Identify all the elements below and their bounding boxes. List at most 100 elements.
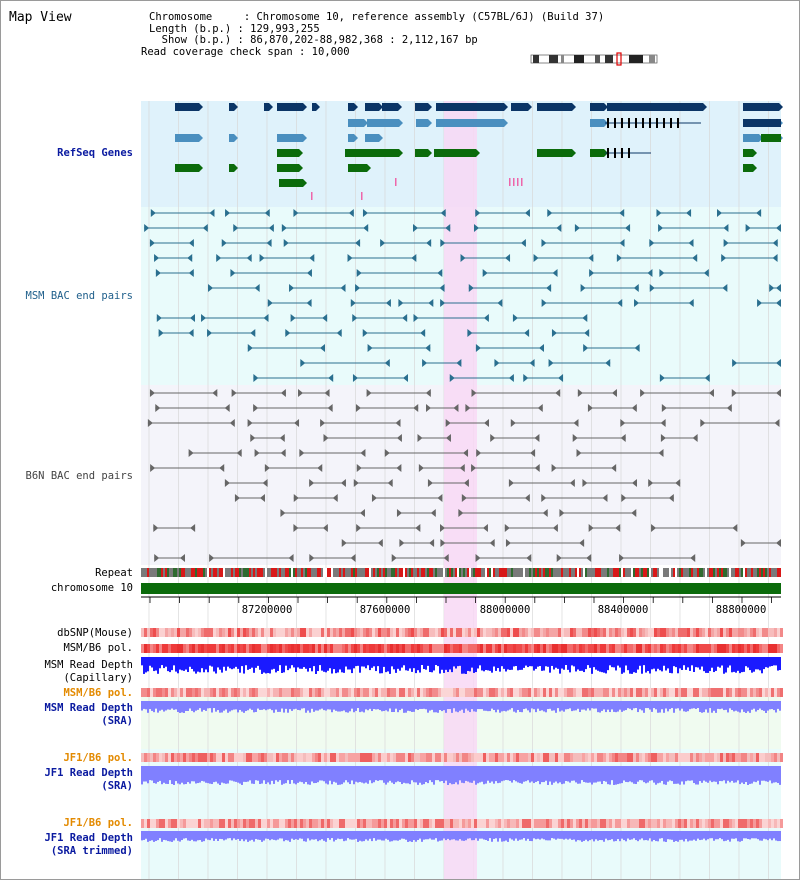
chromosome-ideogram[interactable] (530, 52, 658, 66)
depth-bar (285, 766, 287, 784)
depth-bar (519, 766, 521, 784)
jf1-sra-trimmed-depth-track[interactable] (141, 831, 781, 842)
b6n-bac-pair-end (259, 494, 265, 502)
b6n-bac-pair-end (280, 389, 286, 397)
depth-bar (477, 701, 479, 710)
heat-cell (228, 753, 231, 762)
b6n-bac-pair-end (651, 524, 657, 532)
heat-cell (420, 819, 423, 828)
heat-cell (564, 688, 567, 697)
depth-bar (287, 831, 289, 841)
depth-bar (243, 831, 245, 842)
depth-bar (489, 831, 491, 839)
depth-bar (329, 831, 331, 840)
heat-cell (597, 688, 600, 697)
heat-cell (606, 688, 609, 697)
depth-bar (381, 701, 383, 712)
depth-bar (187, 701, 189, 712)
depth-bar (427, 831, 429, 840)
depth-bar (407, 701, 409, 711)
depth-bar (277, 701, 279, 712)
gene-strand-arrow (299, 164, 303, 172)
depth-bar (715, 831, 717, 840)
msm-bac-track[interactable] (144, 209, 781, 382)
dbsnp-heat-track[interactable] (141, 628, 783, 637)
b6n-bac-pair-end (582, 479, 588, 487)
depth-bar (695, 657, 697, 668)
depth-bar (525, 701, 527, 709)
depth-bar (523, 657, 525, 668)
heat-cell (360, 819, 363, 828)
heat-cell (591, 688, 594, 697)
depth-bar (307, 766, 309, 785)
heat-cell (261, 628, 264, 637)
depth-bar (593, 831, 595, 842)
heat-cell (255, 753, 258, 762)
heat-cell (447, 819, 450, 828)
heat-cell (354, 644, 357, 653)
depth-bar (727, 831, 729, 840)
depth-bar (513, 831, 515, 841)
depth-bar (677, 766, 679, 784)
depth-bar (285, 701, 287, 709)
depth-bar (697, 701, 699, 709)
msm-capillary-depth-track[interactable] (141, 657, 781, 674)
depth-bar (571, 701, 573, 712)
gene-strand-arrow (234, 134, 238, 142)
b6n-bac-track[interactable] (147, 389, 781, 562)
jf1-sra-depth-track[interactable] (141, 766, 781, 785)
depth-bar (577, 766, 579, 784)
depth-bar (201, 701, 203, 712)
depth-bar (767, 766, 769, 782)
heat-cell (360, 644, 363, 653)
depth-bar (773, 657, 775, 666)
jf1-b6-pol-heat-track-2[interactable] (141, 819, 783, 828)
heat-cell (630, 753, 633, 762)
heat-cell (729, 819, 732, 828)
depth-bar (345, 831, 347, 841)
heat-cell (297, 688, 300, 697)
msm-sra-depth-track[interactable] (141, 701, 781, 713)
repeat-segment (157, 568, 159, 577)
show-line: Show (b.p.) : 86,870,202-88,982,368 : 2,… (149, 34, 478, 46)
heat-cell (423, 644, 426, 653)
depth-bar (557, 657, 559, 669)
depth-bar (565, 831, 567, 839)
msm-b6-pol-heat-track[interactable] (141, 644, 783, 653)
depth-bar (609, 657, 611, 666)
depth-bar (595, 831, 597, 840)
msm-b6-pol-sra-heat-track[interactable] (141, 688, 783, 697)
repeat-track[interactable] (141, 568, 781, 577)
msm-bac-pair-end (285, 329, 291, 337)
heat-cell (552, 688, 555, 697)
heat-cell (486, 644, 489, 653)
depth-bar (717, 831, 719, 840)
depth-bar (733, 766, 735, 783)
msm-bac-pair-end (625, 224, 631, 232)
heat-cell (579, 688, 582, 697)
jf1-b6-pol-heat-track[interactable] (141, 753, 783, 762)
depth-bar (641, 657, 643, 674)
gene-exon-tick (649, 118, 651, 128)
depth-bar (287, 701, 289, 713)
depth-bar (615, 657, 617, 671)
heat-cell (750, 688, 753, 697)
msm-bac-pair-end (494, 359, 500, 367)
depth-bar (757, 657, 759, 670)
depth-bar (339, 831, 341, 840)
refseq-genes-track[interactable] (175, 103, 783, 200)
depth-bar (627, 766, 629, 783)
depth-bar (663, 766, 665, 785)
depth-bar (353, 831, 355, 840)
repeat-segment (219, 568, 221, 577)
depth-bar (589, 701, 591, 711)
heat-cell (618, 644, 621, 653)
heat-cell (693, 688, 696, 697)
gene-exon (590, 119, 604, 127)
heat-cell (276, 819, 279, 828)
gene-strand-arrow (753, 149, 757, 157)
depth-bar (283, 831, 285, 842)
depth-bar (447, 766, 449, 785)
heat-cell (549, 628, 552, 637)
